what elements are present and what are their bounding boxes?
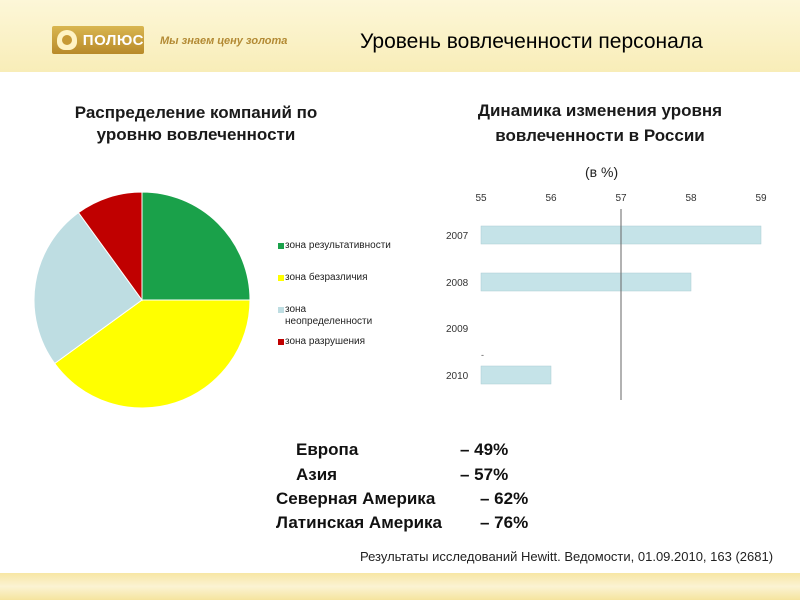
legend-swatch: [278, 339, 284, 345]
bar: [480, 272, 692, 292]
legend-swatch: [278, 243, 284, 249]
logo-text: ПОЛЮС: [82, 31, 144, 49]
logo-emblem-icon: [57, 30, 77, 50]
missing-value-mark: -: [481, 350, 484, 360]
footer-band: [0, 573, 800, 600]
pie-chart: [33, 191, 251, 409]
stat-value: – 62%: [480, 489, 529, 508]
stat-value: – 49%: [460, 440, 509, 459]
legend-label: зона безразличия: [285, 272, 368, 283]
stat-region: Азия: [296, 465, 338, 484]
legend-item: зона разрушения: [278, 336, 418, 348]
pie-slice: [77, 191, 143, 302]
legend-swatch: [278, 275, 284, 281]
stat-region: Северная Америка: [276, 489, 436, 508]
page-title: Уровень вовлеченности персонала: [360, 30, 703, 53]
y-tick-label: 2009: [446, 324, 469, 335]
pie-slice: [141, 191, 251, 301]
x-tick-label: 59: [755, 193, 767, 204]
legend-label: зона неопределенности: [285, 304, 373, 327]
stat-value: – 57%: [460, 465, 509, 484]
stat-region: Европа: [296, 440, 359, 459]
legend-item: зона неопределенности: [278, 304, 378, 328]
legend-swatch: [278, 307, 284, 313]
x-tick-label: 56: [545, 193, 557, 204]
y-tick-label: 2008: [446, 278, 469, 289]
pie-slice: [53, 299, 251, 409]
pie-slice: [33, 211, 143, 365]
legend-item: зона результативности: [278, 240, 418, 252]
x-tick-label: 58: [685, 193, 697, 204]
stat-region: Латинская Америка: [276, 513, 443, 532]
y-tick-label: 2007: [446, 231, 469, 242]
legend-label: зона разрушения: [285, 336, 366, 347]
x-tick-label: 55: [475, 193, 487, 204]
bar: [480, 365, 552, 385]
legend-item: зона безразличия: [278, 272, 418, 284]
bar-chart-title: Динамика изменения уровня вовлеченности …: [477, 101, 723, 145]
stat-value: – 76%: [480, 513, 529, 532]
bar-chart: 55 56 57 58 59 2007 2008 2009 - 2010: [446, 193, 767, 400]
bar-chart-unit: (в %): [585, 164, 619, 180]
company-logo: ПОЛЮС: [52, 26, 144, 54]
x-tick-label: 57: [615, 193, 627, 204]
tagline: Мы знаем цену золота: [160, 35, 288, 47]
header-band: ПОЛЮС Мы знаем цену золота Уровень вовле…: [0, 0, 800, 72]
legend-label: зона результативности: [285, 240, 391, 251]
pie-chart-title: Распределение компаний по уровню вовлече…: [74, 103, 318, 144]
y-tick-label: 2010: [446, 371, 469, 382]
source-note: Результаты исследований Hewitt. Ведомост…: [360, 549, 774, 564]
